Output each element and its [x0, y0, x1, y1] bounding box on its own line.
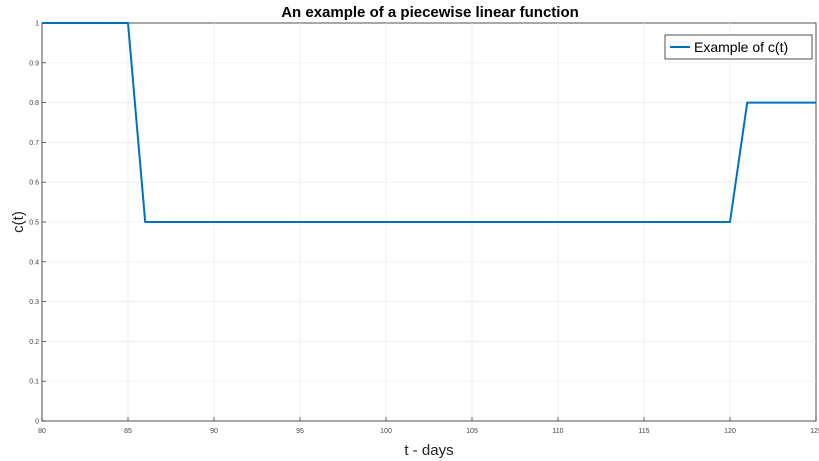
y-tick-label: 0.9	[29, 60, 39, 67]
series-line	[42, 22, 816, 223]
x-tick-label: 85	[124, 428, 132, 435]
y-tick-label: 0.1	[29, 379, 39, 386]
x-tick-label: 105	[466, 428, 478, 435]
axis-ticks: 80 85 90 95 100 105 110 115 120 125 0 0.1 0.2 0.3 0.4 0…	[29, 21, 819, 436]
chart-title: An example of a piecewise linear functio…	[281, 4, 579, 21]
y-tick-label: 0.5	[29, 220, 39, 227]
y-tick-label: 0.4	[29, 259, 39, 266]
x-tick-label: 115	[638, 428, 649, 435]
x-tick-label: 80	[38, 428, 46, 435]
y-tick-label: 0.3	[29, 299, 39, 306]
y-tick-label: 0.6	[29, 180, 39, 187]
x-tick-label: 90	[210, 428, 218, 435]
y-tick-label: 0	[35, 419, 39, 426]
series-layer	[42, 22, 816, 223]
x-axis-label: t - days	[404, 442, 453, 459]
x-tick-label: 100	[380, 428, 392, 435]
y-axis-label: c(t)	[10, 211, 27, 233]
y-tick-label: 0.2	[29, 339, 39, 346]
x-tick-label: 95	[296, 428, 304, 435]
y-tick-label: 0.8	[29, 100, 39, 107]
legend-label: Example of c(t)	[694, 39, 788, 55]
x-tick-label: 120	[724, 428, 736, 435]
legend: Example of c(t)	[664, 34, 813, 60]
x-tick-label: 125	[810, 428, 819, 435]
y-tick-label: 1	[35, 21, 39, 28]
y-tick-label: 0.7	[29, 140, 39, 147]
x-tick-label: 110	[552, 428, 563, 435]
